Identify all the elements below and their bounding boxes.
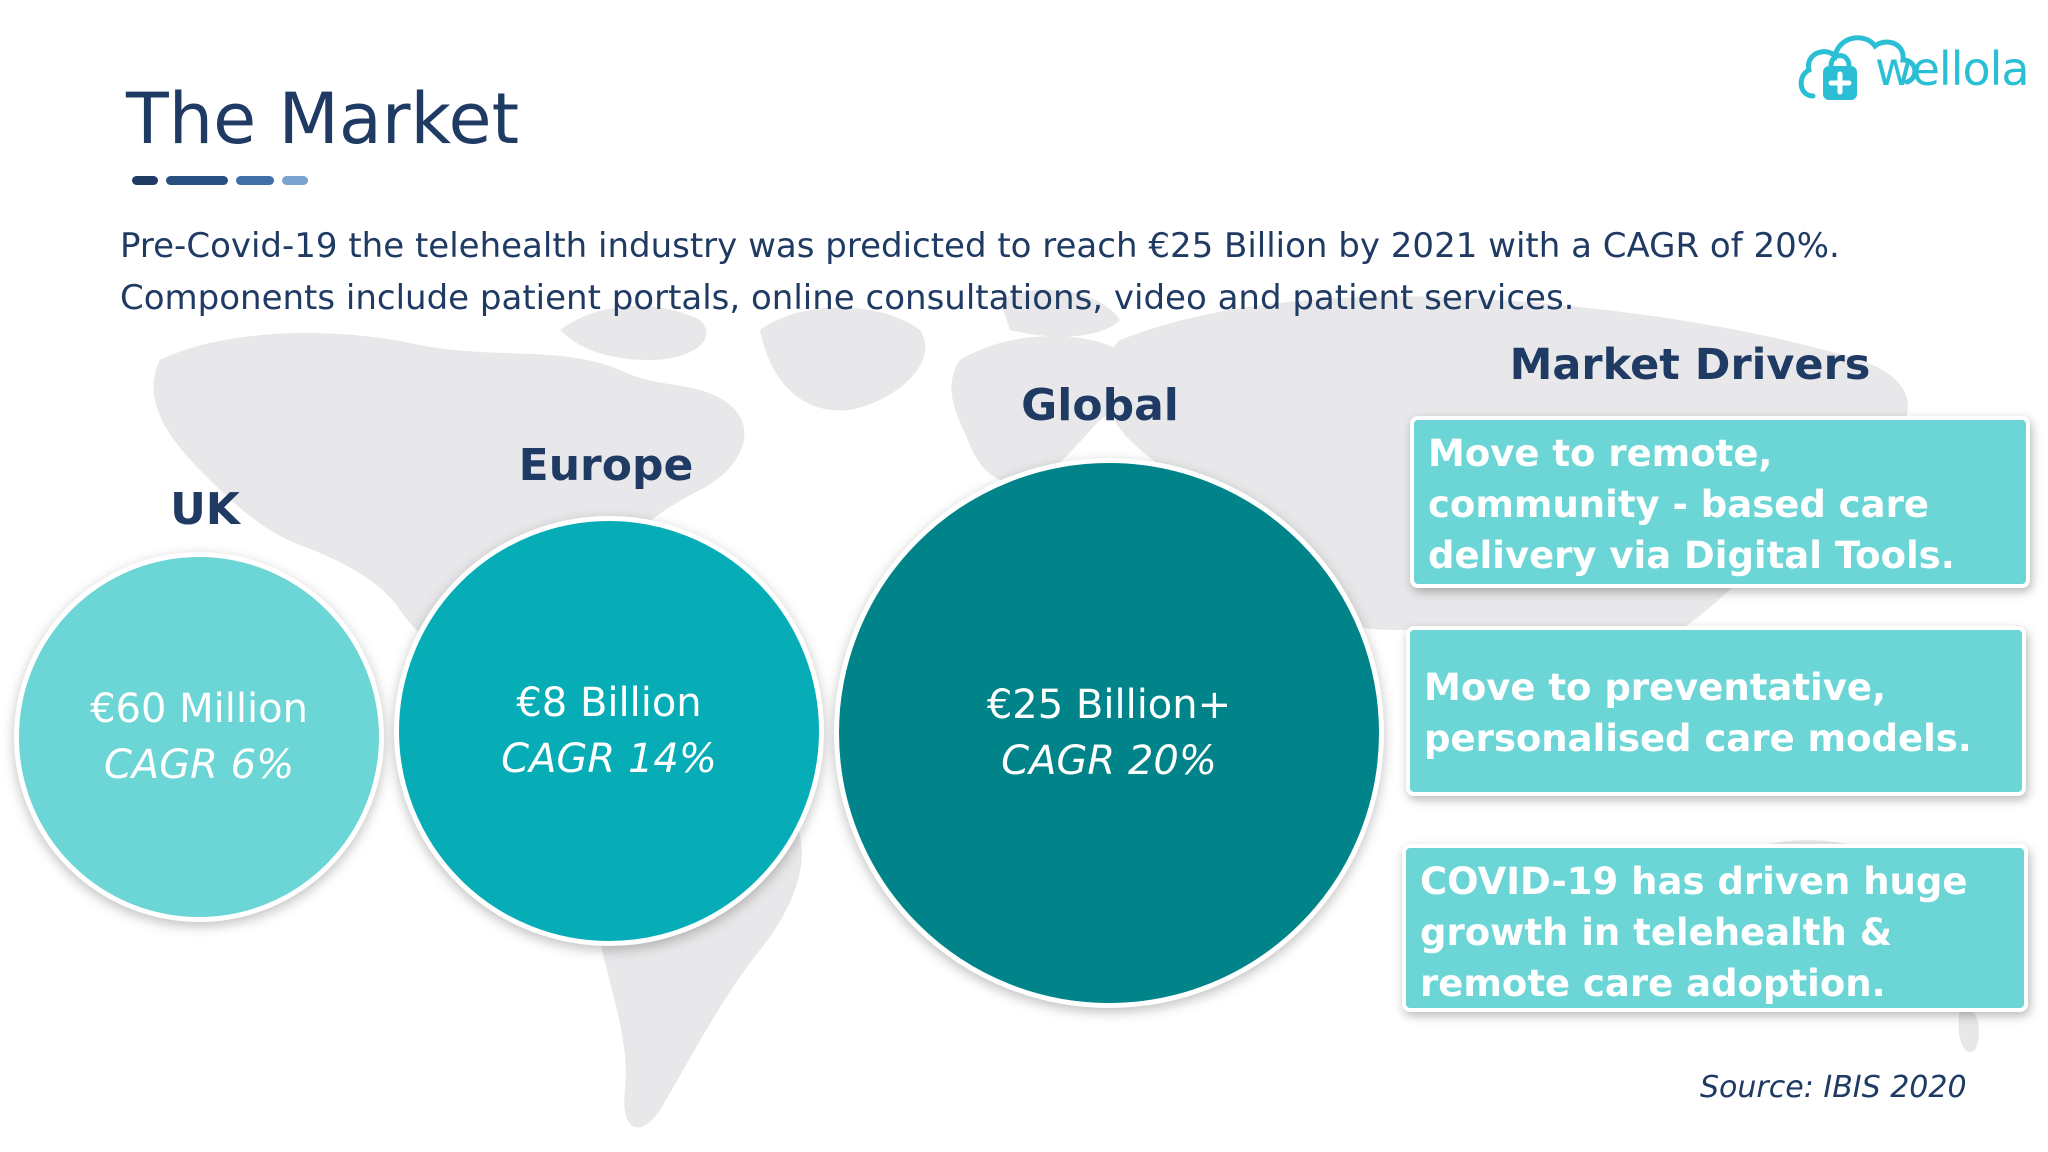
underline-segment [236,176,274,185]
market-driver-item: Move to preventative, personalised care … [1406,626,2026,796]
europe-market-circle: €8 Billion CAGR 14% [394,516,824,946]
uk-market-circle: €60 Million CAGR 6% [14,552,384,922]
uk-label: UK [170,484,240,535]
uk-market-cagr: CAGR 6% [103,742,295,788]
global-market-cagr: CAGR 20% [1001,738,1217,784]
market-driver-item: Move to remote, community - based care d… [1410,416,2030,588]
wellola-logo [1798,35,1918,100]
market-driver-text: COVID-19 has driven huge growth in teleh… [1420,860,1968,1005]
brand-name: wellola [1875,42,2030,96]
market-driver-text: Move to preventative, personalised care … [1424,666,1972,760]
europe-market-value: €8 Billion [516,680,702,726]
intro-line: Components include patient portals, onli… [120,278,1575,318]
underline-segment [282,176,308,185]
page-title: The Market [126,78,520,160]
market-drivers-title: Market Drivers [1509,340,1871,390]
uk-market-value: €60 Million [90,686,308,732]
intro-line: Pre-Covid-19 the telehealth industry was… [120,226,1840,266]
source-citation: Source: IBIS 2020 [1700,1070,1967,1105]
europe-label: Europe [518,440,694,491]
market-driver-text: Move to remote, community - based care d… [1428,432,1955,577]
global-market-circle: €25 Billion+ CAGR 20% [834,458,1384,1008]
global-market-value: €25 Billion+ [986,682,1232,728]
market-driver-item: COVID-19 has driven huge growth in teleh… [1402,844,2028,1012]
intro-paragraph: Pre-Covid-19 the telehealth industry was… [120,220,1920,324]
underline-segment [166,176,228,185]
underline-segment [132,176,158,185]
europe-market-cagr: CAGR 14% [501,736,717,782]
global-label: Global [1021,380,1179,431]
